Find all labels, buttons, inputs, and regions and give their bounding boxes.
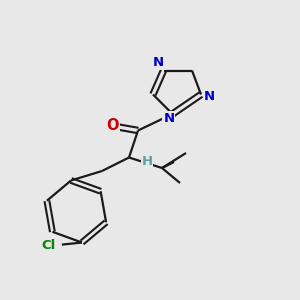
Text: Cl: Cl — [42, 239, 56, 252]
Text: N: N — [204, 90, 215, 104]
Text: H: H — [141, 154, 153, 168]
Text: N: N — [163, 112, 175, 125]
Text: O: O — [106, 118, 119, 134]
Text: N: N — [152, 56, 164, 70]
